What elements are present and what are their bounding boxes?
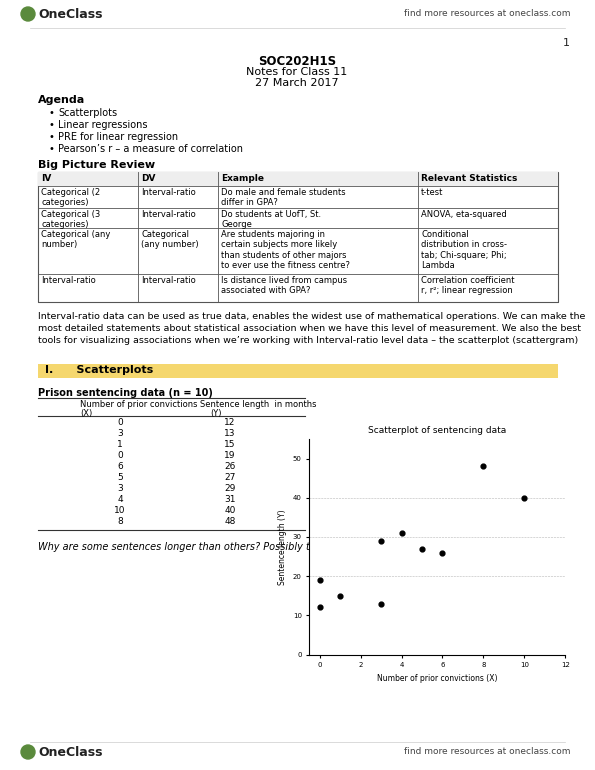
Text: 26: 26	[224, 462, 236, 471]
Text: Scatterplots: Scatterplots	[58, 108, 117, 118]
Text: Do male and female students
differ in GPA?: Do male and female students differ in GP…	[221, 188, 346, 207]
Text: 3: 3	[117, 484, 123, 493]
Text: 48: 48	[224, 517, 236, 526]
Text: 1: 1	[117, 440, 123, 449]
Point	[315, 574, 324, 586]
Text: Interval-ratio: Interval-ratio	[141, 210, 196, 219]
Text: 4: 4	[117, 495, 123, 504]
Text: Interval-ratio: Interval-ratio	[41, 276, 96, 285]
Text: (X): (X)	[80, 409, 92, 418]
Point	[438, 547, 447, 559]
Text: Sentence length  in months: Sentence length in months	[200, 400, 317, 409]
Bar	[38, 172, 558, 186]
Text: PRE for linear regression: PRE for linear regression	[58, 132, 178, 142]
Text: OneClass: OneClass	[38, 745, 102, 758]
Point	[376, 534, 386, 547]
Point	[397, 527, 406, 539]
Text: 31: 31	[224, 495, 236, 504]
Text: 5: 5	[117, 473, 123, 482]
X-axis label: Number of prior convictions (X): Number of prior convictions (X)	[377, 674, 497, 683]
Point	[315, 601, 324, 614]
Text: I.      Scatterplots: I. Scatterplots	[45, 365, 154, 375]
Text: t-test: t-test	[421, 188, 443, 197]
Text: SOC202H1S: SOC202H1S	[258, 55, 336, 68]
Text: find more resources at oneclass.com: find more resources at oneclass.com	[403, 9, 570, 18]
Text: 10: 10	[114, 506, 126, 515]
Text: Interval-ratio: Interval-ratio	[141, 276, 196, 285]
Point	[478, 460, 488, 473]
Text: •: •	[48, 132, 54, 142]
Text: Correlation coefficient
r, r²; linear regression: Correlation coefficient r, r²; linear re…	[421, 276, 515, 296]
Text: •: •	[48, 120, 54, 130]
Text: 27: 27	[224, 473, 236, 482]
Text: Big Picture Review: Big Picture Review	[38, 160, 155, 170]
Text: Agenda: Agenda	[38, 95, 85, 105]
Text: Relevant Statistics: Relevant Statistics	[421, 174, 518, 183]
Text: Conditional
distribution in cross-
tab; Chi-square; Phi;
Lambda: Conditional distribution in cross- tab; …	[421, 230, 507, 270]
Title: Scatterplot of sentencing data: Scatterplot of sentencing data	[368, 427, 506, 435]
Text: 40: 40	[224, 506, 236, 515]
Text: 3: 3	[117, 429, 123, 438]
Point	[336, 590, 345, 602]
Text: 0: 0	[117, 418, 123, 427]
Text: •: •	[48, 108, 54, 118]
Text: Notes for Class 11: Notes for Class 11	[246, 67, 347, 77]
Text: Example: Example	[221, 174, 264, 183]
Text: Categorical (2
categories): Categorical (2 categories)	[41, 188, 100, 207]
Text: Why are some sentences longer than others? Possibly the number of prior convicti: Why are some sentences longer than other…	[38, 542, 464, 552]
Text: OneClass: OneClass	[38, 8, 102, 21]
Text: Are students majoring in
certain subjects more likely
than students of other maj: Are students majoring in certain subject…	[221, 230, 350, 270]
Text: 1: 1	[563, 38, 570, 48]
Text: ANOVA, eta-squared: ANOVA, eta-squared	[421, 210, 507, 219]
Text: 0: 0	[117, 451, 123, 460]
Circle shape	[21, 7, 35, 21]
Text: IV: IV	[41, 174, 51, 183]
Text: Linear regressions: Linear regressions	[58, 120, 148, 130]
Text: 19: 19	[224, 451, 236, 460]
Text: (Y): (Y)	[210, 409, 221, 418]
Text: 8: 8	[117, 517, 123, 526]
Text: find more resources at oneclass.com: find more resources at oneclass.com	[403, 748, 570, 756]
Text: 13: 13	[224, 429, 236, 438]
Text: Interval-ratio: Interval-ratio	[141, 188, 196, 197]
Circle shape	[21, 745, 35, 759]
Text: Pearson’s r – a measure of correlation: Pearson’s r – a measure of correlation	[58, 144, 243, 154]
Text: 29: 29	[224, 484, 236, 493]
Text: Categorical (3
categories): Categorical (3 categories)	[41, 210, 100, 229]
Text: 27 March 2017: 27 March 2017	[255, 78, 339, 88]
Text: DV: DV	[141, 174, 155, 183]
Point	[519, 491, 529, 504]
Text: 12: 12	[224, 418, 236, 427]
Text: •: •	[48, 144, 54, 154]
Text: 15: 15	[224, 440, 236, 449]
Text: Prison sentencing data (n = 10): Prison sentencing data (n = 10)	[38, 388, 213, 398]
Text: Interval-ratio data can be used as true data, enables the widest use of mathemat: Interval-ratio data can be used as true …	[38, 312, 585, 345]
Point	[417, 543, 427, 555]
Bar	[38, 364, 558, 378]
Text: 6: 6	[117, 462, 123, 471]
Text: Categorical (any
number): Categorical (any number)	[41, 230, 111, 249]
Text: Is distance lived from campus
associated with GPA?: Is distance lived from campus associated…	[221, 276, 347, 296]
Y-axis label: Sentence length (Y): Sentence length (Y)	[278, 509, 287, 584]
Text: Do students at UofT, St.
George: Do students at UofT, St. George	[221, 210, 321, 229]
Text: Categorical
(any number): Categorical (any number)	[141, 230, 199, 249]
Point	[376, 598, 386, 610]
Text: Number of prior convictions: Number of prior convictions	[80, 400, 198, 409]
